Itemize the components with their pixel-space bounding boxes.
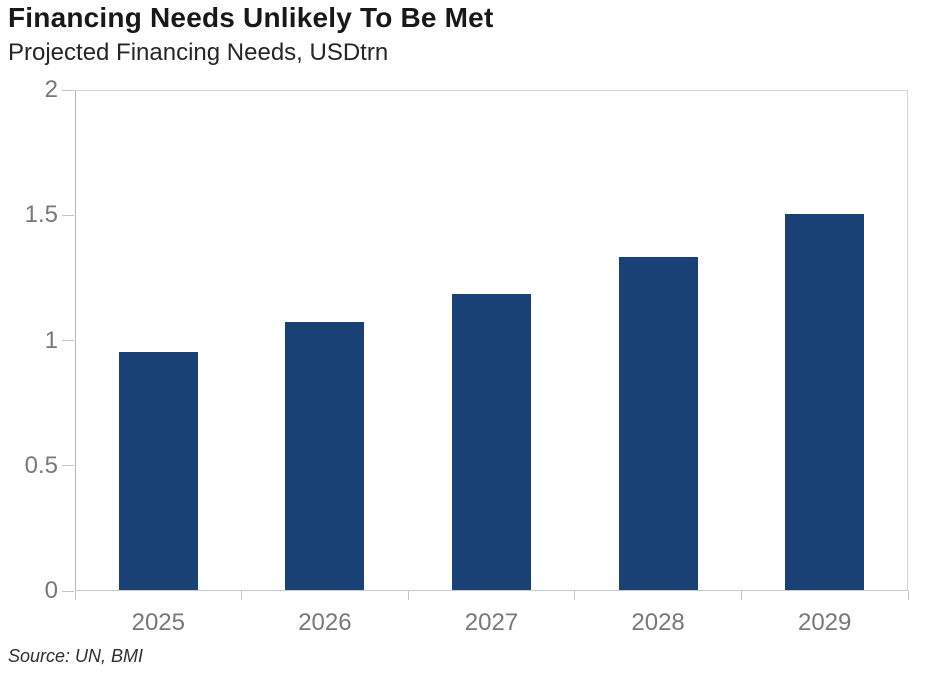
y-tick-label: 0	[44, 577, 58, 604]
bar-2026	[285, 322, 364, 590]
x-axis-baseline	[75, 590, 908, 591]
y-axis-tick	[62, 465, 74, 467]
chart-title: Financing Needs Unlikely To Be Met	[8, 2, 494, 33]
x-tick-label: 2029	[797, 609, 852, 636]
y-axis-line	[75, 90, 76, 591]
plot-border-top	[75, 90, 908, 91]
source-note: Source: UN, BMI	[8, 646, 144, 666]
x-axis-tick	[74, 591, 76, 600]
y-tick-label: 1	[44, 326, 58, 354]
bar-2027	[452, 294, 531, 590]
x-axis-tick	[407, 591, 409, 600]
x-tick-label: 2028	[631, 609, 685, 636]
x-tick-label: 2025	[131, 609, 185, 636]
y-tick-label: 2	[44, 76, 58, 103]
chart-subtitle: Projected Financing Needs, USDtrn	[8, 39, 389, 66]
bar-2025	[119, 352, 198, 590]
x-tick-label: 2026	[298, 609, 352, 636]
x-axis-tick	[241, 591, 243, 600]
y-axis-tick	[62, 89, 74, 91]
plot-border-right	[907, 90, 908, 591]
y-axis-tick	[62, 590, 74, 592]
y-axis-tick	[62, 340, 74, 341]
bar-2028	[619, 257, 698, 590]
x-tick-label: 2027	[464, 609, 519, 636]
x-axis-tick	[907, 591, 909, 600]
bar-2029	[785, 214, 864, 590]
y-tick-label: 1.5	[24, 201, 58, 229]
plot-area: 0 0.5 1 1.5 2 2025 2026 2027 2028 2029	[25, 78, 909, 635]
x-axis-tick	[574, 591, 576, 600]
y-tick-label: 0.5	[24, 451, 58, 479]
y-axis-tick	[62, 214, 74, 216]
x-axis-tick	[740, 591, 742, 600]
